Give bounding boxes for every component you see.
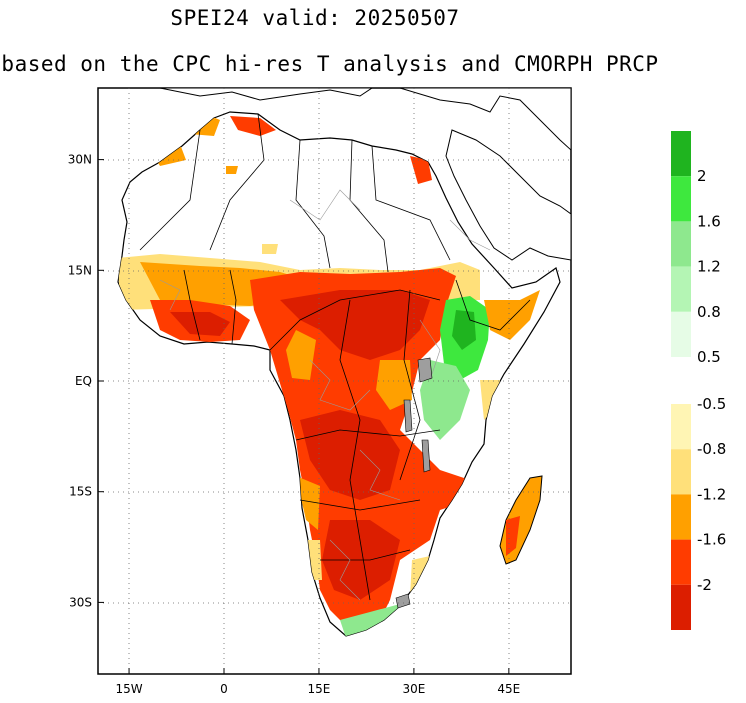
legend-swatch [671,494,691,540]
legend-label: 2 [697,167,707,185]
lat-tick-label: 15N [68,263,92,277]
country-borders [139,113,531,601]
legend-label: -0.8 [697,440,726,458]
lat-tick-label: 30N [68,153,92,167]
map-title: SPEI24 valid: 20250507 [170,6,460,30]
map-subtitle: based on the CPC hi-res T analysis and C… [1,52,659,76]
lat-tick-label: 15S [69,485,92,499]
legend-swatch [671,131,691,177]
legend-swatch [671,449,691,495]
legend-label: 0.8 [697,303,721,321]
legend-swatch [671,404,691,450]
latitude-axis: 30N 15N EQ 15S 30S [68,153,104,609]
lon-tick-label: 0 [220,682,228,696]
legend-swatch [671,221,691,267]
legend-label: 0.5 [697,348,721,366]
legend-swatch [671,539,691,585]
spei-field [118,112,540,636]
province-borders [159,189,491,601]
lakes [403,357,433,473]
legend-label: -0.5 [697,395,726,413]
legend-wet: 2 1.6 1.2 0.8 0.5 [671,131,721,366]
lon-tick-label: 15E [308,682,331,696]
legend-swatch [671,266,691,312]
longitude-axis: 15W 0 15E 30E 45E [115,668,520,696]
legend-label: -1.6 [697,531,726,549]
legend-swatch [671,311,691,357]
legend-label: 1.6 [697,212,721,230]
surrounding-land [159,88,571,261]
legend-swatch [671,584,691,630]
lat-tick-label: EQ [75,374,92,388]
lon-tick-label: 30E [402,682,425,696]
lat-tick-label: 30S [69,595,92,609]
legend-dry: -0.5 -0.8 -1.2 -1.6 -2 [671,395,726,630]
lon-tick-label: 45E [497,682,520,696]
legend-swatch [671,176,691,222]
lon-tick-label: 15W [115,682,142,696]
legend-label: -1.2 [697,485,726,503]
legend-label: -2 [697,576,712,594]
legend-label: 1.2 [697,258,721,276]
